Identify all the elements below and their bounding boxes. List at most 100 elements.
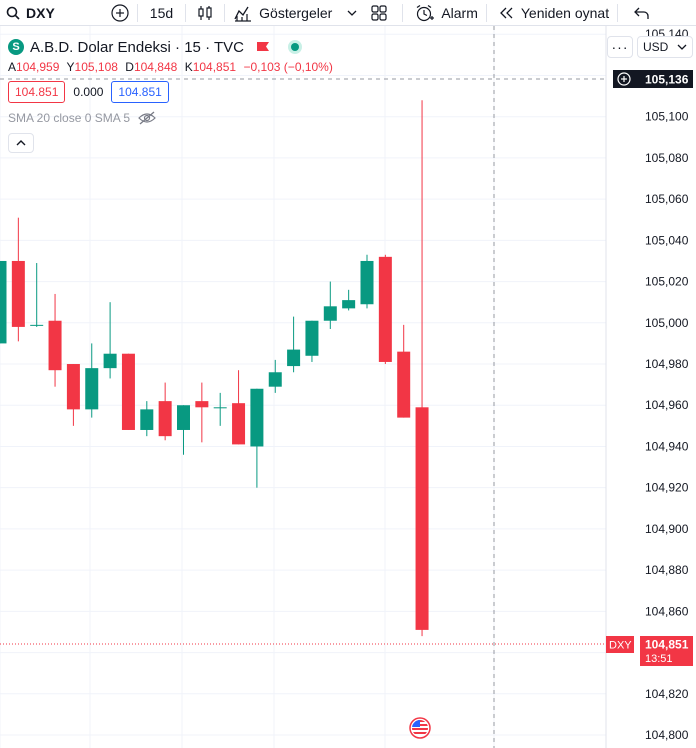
price-tick-label: 104,820	[645, 687, 689, 701]
chart-type-button[interactable]	[186, 0, 224, 26]
low-value: 104,848	[133, 60, 178, 74]
candle-body	[397, 351, 411, 418]
open-key: A	[8, 60, 17, 74]
candles	[0, 100, 429, 637]
candle-body	[287, 349, 301, 367]
candle-body	[360, 260, 374, 305]
candle-body	[305, 320, 319, 356]
symbol-title-row[interactable]: S A.B.D. Dolar Endeksi · 15 · TVC	[8, 37, 337, 57]
candle-body	[177, 405, 190, 430]
crosshair-price-text: 105,136	[645, 73, 689, 87]
candle-body	[323, 306, 337, 321]
last-price-value: 104,851	[645, 638, 689, 652]
undo-button[interactable]	[618, 0, 666, 26]
crosshair-price-label[interactable]: 105,136	[613, 70, 693, 88]
market-open-status-icon[interactable]	[287, 40, 302, 54]
candle-body	[103, 353, 117, 369]
candle-body	[30, 324, 44, 326]
price-tick-label: 104,980	[645, 357, 689, 371]
symbol-label: DXY	[26, 4, 55, 21]
price-tick-label: 104,960	[645, 398, 689, 412]
alarm-button[interactable]: Alarm	[403, 0, 486, 26]
indicator-row[interactable]: SMA 20 close 0 SMA 5	[8, 111, 337, 125]
high-value: 105,108	[74, 60, 118, 74]
candle-body	[250, 388, 264, 447]
plus-circle-icon	[111, 3, 129, 22]
chevron-down-icon	[677, 44, 687, 50]
currency-label: USD	[643, 40, 669, 54]
sell-price-button[interactable]: 104.851	[8, 81, 66, 103]
layout-button[interactable]	[364, 0, 394, 26]
open-value: 104,959	[16, 60, 60, 74]
alarm-clock-icon	[416, 4, 435, 21]
candle-body	[66, 364, 80, 410]
price-tick-label: 105,040	[645, 233, 689, 247]
candles-icon	[198, 5, 212, 20]
toolbar-divider	[224, 3, 226, 22]
candle-body	[342, 300, 356, 309]
eye-hidden-icon[interactable]	[138, 111, 156, 125]
price-tick-label: 104,880	[645, 563, 689, 577]
price-tick-label: 105,100	[645, 110, 689, 124]
symbol-search-button[interactable]: DXY	[0, 0, 63, 26]
replay-button[interactable]: Yeniden oynat	[487, 0, 617, 26]
undo-icon	[634, 7, 649, 19]
candle-body	[48, 320, 62, 371]
toolbar-divider	[617, 3, 619, 22]
close-key: K	[184, 60, 193, 74]
more-options-button[interactable]: ···	[607, 36, 633, 58]
candle-body	[415, 407, 429, 630]
collapse-legend-button[interactable]	[8, 133, 34, 153]
indicators-button[interactable]: Göstergeler	[225, 0, 340, 26]
replay-rewind-icon	[499, 7, 513, 18]
price-tick-label: 105,080	[645, 151, 689, 165]
price-tick-label: 104,800	[645, 728, 689, 742]
indicator-templates-button[interactable]	[340, 0, 364, 26]
chevron-up-icon	[16, 140, 26, 146]
indicators-icon	[234, 6, 252, 22]
currency-select[interactable]: USD	[637, 36, 693, 58]
toolbar-divider	[485, 3, 487, 22]
change-value: −0,103 (−0,10%)	[243, 60, 333, 74]
search-icon	[6, 6, 20, 20]
replay-label: Yeniden oynat	[520, 4, 610, 21]
chart-legend: S A.B.D. Dolar Endeksi · 15 · TVC A104,9…	[8, 37, 337, 153]
compare-symbol-button[interactable]	[103, 0, 137, 26]
chart-grid	[0, 26, 606, 748]
top-toolbar: DXY 15d Göstergeler Alarm Yeniden oynat	[0, 0, 696, 26]
candle-body	[158, 401, 172, 437]
flag-icon[interactable]	[256, 41, 270, 53]
price-tick-label: 105,060	[645, 192, 689, 206]
us-flag-event-icon[interactable]	[409, 717, 431, 739]
high-key: Y	[66, 60, 75, 74]
price-tick-label: 104,940	[645, 439, 689, 453]
last-price-countdown: 13:51	[645, 653, 673, 665]
price-tick-label: 105,000	[645, 316, 689, 330]
spread-value: 0.000	[73, 85, 104, 99]
candle-body	[11, 260, 25, 327]
interval-button[interactable]: 15d	[138, 0, 185, 26]
close-value: 104,851	[192, 60, 237, 74]
alarm-label: Alarm	[441, 4, 478, 21]
price-tick-label: 104,920	[645, 481, 689, 495]
candle-body	[268, 372, 282, 387]
price-tick-label: 105,020	[645, 275, 689, 289]
candle-body	[0, 260, 7, 344]
chevron-down-icon	[347, 10, 357, 16]
buy-price-button[interactable]: 104.851	[111, 81, 169, 103]
candle-body	[121, 353, 135, 430]
candle-body	[140, 409, 154, 430]
candle-body	[232, 403, 246, 445]
price-tick-label: 104,900	[645, 522, 689, 536]
toolbar-divider	[185, 3, 187, 22]
toolbar-divider	[136, 3, 138, 22]
candle-body	[378, 256, 392, 362]
candle-body	[213, 407, 227, 409]
interval-label: 15d	[149, 4, 174, 21]
toolbar-divider	[402, 3, 404, 22]
last-price-label: DXY 104,851 13:51	[606, 636, 693, 666]
price-tick-label: 104,860	[645, 604, 689, 618]
bid-ask-row: 104.851 0.000 104.851	[8, 81, 337, 103]
indicators-label: Göstergeler	[259, 4, 333, 21]
